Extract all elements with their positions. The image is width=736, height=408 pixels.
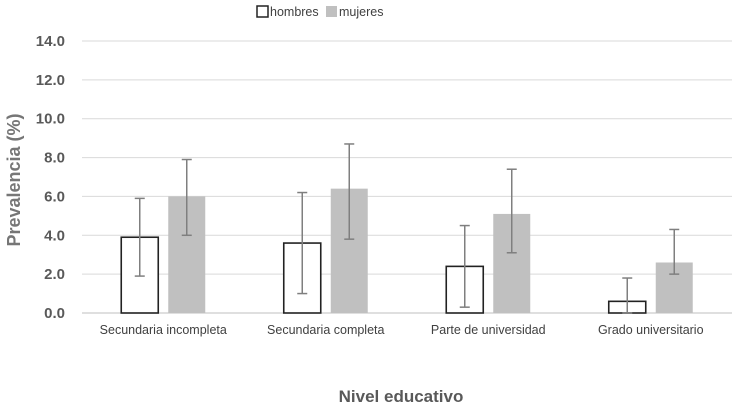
y-tick-labels: 0.0 2.0 4.0 6.0 8.0 10.0 12.0 14.0 bbox=[36, 33, 65, 322]
error-bar-hombres bbox=[297, 191, 308, 295]
category-label: Secundaria completa bbox=[267, 323, 384, 337]
error-bar-mujeres bbox=[344, 143, 355, 240]
category-labels: Secundaria incompleta Secundaria completa… bbox=[100, 323, 704, 337]
error-bar-hombres bbox=[622, 277, 633, 314]
legend-swatch-mujeres bbox=[326, 6, 337, 17]
y-tick-label: 10.0 bbox=[36, 111, 65, 128]
legend-label-hombres: hombres bbox=[270, 5, 319, 19]
category-label: Secundaria incompleta bbox=[100, 323, 227, 337]
error-bars bbox=[134, 143, 680, 314]
legend: hombres mujeres bbox=[256, 5, 383, 19]
legend-swatch-hombres bbox=[256, 5, 269, 18]
error-bar-mujeres bbox=[181, 158, 192, 237]
x-axis-title: Nivel educativo bbox=[339, 387, 464, 406]
y-tick-label: 8.0 bbox=[44, 150, 65, 167]
y-tick-label: 2.0 bbox=[44, 266, 65, 283]
error-bar-mujeres bbox=[506, 168, 517, 254]
y-tick-label: 0.0 bbox=[44, 305, 65, 322]
error-bar-hombres bbox=[459, 224, 470, 308]
error-bar-mujeres bbox=[669, 228, 680, 275]
y-tick-label: 12.0 bbox=[36, 72, 65, 89]
category-label: Grado universitario bbox=[598, 323, 704, 337]
y-tick-label: 14.0 bbox=[36, 33, 65, 50]
y-tick-label: 6.0 bbox=[44, 188, 65, 205]
y-axis-title: Prevalencia (%) bbox=[4, 113, 24, 246]
bars bbox=[120, 188, 693, 314]
category-label: Parte de universidad bbox=[431, 323, 546, 337]
y-tick-label: 4.0 bbox=[44, 227, 65, 244]
legend-label-mujeres: mujeres bbox=[339, 5, 383, 19]
error-bar-hombres bbox=[134, 197, 145, 277]
